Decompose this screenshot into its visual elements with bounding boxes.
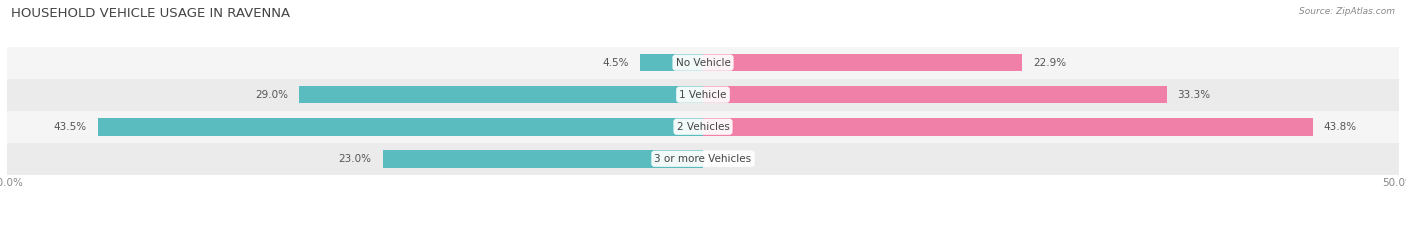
Bar: [7, 79, 1399, 111]
Text: 23.0%: 23.0%: [339, 154, 371, 164]
Bar: [97, 118, 703, 136]
Text: 22.9%: 22.9%: [1033, 58, 1066, 68]
Text: 43.5%: 43.5%: [53, 122, 86, 132]
Text: No Vehicle: No Vehicle: [675, 58, 731, 68]
Bar: [640, 54, 703, 72]
Text: 1 Vehicle: 1 Vehicle: [679, 90, 727, 100]
Text: 3 or more Vehicles: 3 or more Vehicles: [654, 154, 752, 164]
Bar: [382, 150, 703, 168]
Bar: [299, 86, 703, 103]
Bar: [703, 54, 1022, 72]
Text: 43.8%: 43.8%: [1324, 122, 1357, 132]
Text: 2 Vehicles: 2 Vehicles: [676, 122, 730, 132]
Text: 33.3%: 33.3%: [1178, 90, 1211, 100]
Bar: [7, 47, 1399, 79]
Text: 0.0%: 0.0%: [714, 154, 741, 164]
Bar: [703, 118, 1313, 136]
Bar: [7, 143, 1399, 175]
Text: 29.0%: 29.0%: [256, 90, 288, 100]
Bar: [703, 86, 1167, 103]
Text: HOUSEHOLD VEHICLE USAGE IN RAVENNA: HOUSEHOLD VEHICLE USAGE IN RAVENNA: [11, 7, 291, 20]
Bar: [7, 111, 1399, 143]
Text: 4.5%: 4.5%: [603, 58, 630, 68]
Text: Source: ZipAtlas.com: Source: ZipAtlas.com: [1299, 7, 1395, 16]
